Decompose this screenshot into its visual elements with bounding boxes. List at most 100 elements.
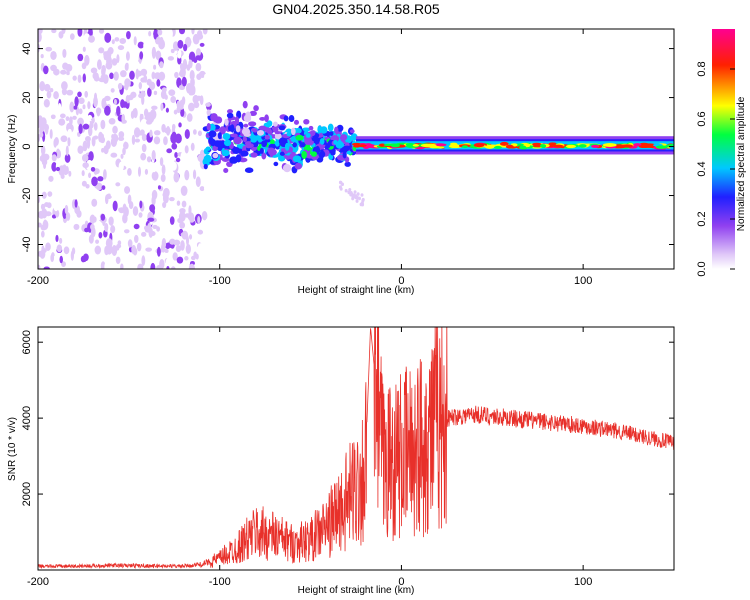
heatmap-cell bbox=[264, 138, 271, 143]
heatmap-cell bbox=[505, 144, 514, 149]
heatmap-cell bbox=[162, 201, 167, 209]
heatmap-cell bbox=[113, 98, 117, 105]
heatmap-cell bbox=[143, 225, 149, 231]
heatmap-cell bbox=[141, 231, 147, 237]
heatmap-cell bbox=[412, 144, 419, 147]
heatmap-cell bbox=[78, 123, 83, 135]
heatmap-cell bbox=[77, 117, 84, 126]
heatmap-cell bbox=[132, 206, 139, 217]
heatmap-cell bbox=[40, 145, 46, 156]
heatmap-cell bbox=[145, 247, 152, 252]
heatmap-cell bbox=[151, 150, 156, 161]
heatmap-cell bbox=[350, 193, 354, 198]
heatmap-cell bbox=[292, 155, 302, 163]
heatmap-cell bbox=[132, 247, 138, 256]
heatmap-cell bbox=[170, 48, 175, 54]
heatmap-cell bbox=[147, 87, 152, 97]
heatmap-cell bbox=[305, 143, 311, 150]
heatmap-cell bbox=[344, 188, 348, 193]
heatmap-cell bbox=[211, 56, 215, 62]
heatmap-cell bbox=[82, 63, 86, 69]
heatmap-cell bbox=[286, 132, 292, 137]
heatmap-cell bbox=[227, 31, 231, 37]
heatmap-cell bbox=[294, 162, 302, 170]
heatmap-cell bbox=[155, 50, 162, 61]
heatmap-cell bbox=[101, 66, 106, 77]
heatmap-cell bbox=[191, 29, 195, 35]
heatmap-cell bbox=[96, 215, 101, 221]
heatmap-cell bbox=[301, 127, 311, 132]
heatmap-cell bbox=[110, 136, 118, 148]
heatmap-cell bbox=[226, 109, 234, 114]
heatmap-cell bbox=[41, 230, 45, 238]
heatmap-cell bbox=[39, 132, 44, 138]
heatmap-cell bbox=[143, 74, 148, 83]
heatmap-cell bbox=[221, 180, 225, 186]
heatmap-cell bbox=[90, 166, 96, 172]
heatmap-cell bbox=[84, 90, 89, 98]
heatmap-cell bbox=[192, 94, 199, 104]
y-tick-label: 6000 bbox=[21, 330, 33, 354]
heatmap-cell bbox=[248, 143, 254, 148]
heatmap-cell bbox=[548, 142, 557, 145]
heatmap-cell bbox=[355, 199, 359, 203]
heatmap-cell bbox=[87, 114, 93, 121]
heatmap-cell bbox=[206, 109, 211, 116]
heatmap-cell bbox=[319, 138, 325, 145]
heatmap-cell bbox=[42, 248, 47, 253]
heatmap-cell bbox=[137, 166, 142, 177]
heatmap-cell bbox=[227, 240, 231, 246]
x-tick-label: -100 bbox=[209, 275, 231, 287]
heatmap-cell bbox=[473, 143, 485, 148]
heatmap-cell bbox=[224, 118, 229, 126]
heatmap-cell bbox=[61, 261, 66, 268]
heatmap-cell bbox=[117, 45, 125, 51]
heatmap-cell bbox=[338, 180, 342, 185]
heatmap-cell bbox=[169, 216, 175, 225]
heatmap-cell bbox=[94, 245, 102, 255]
heatmap-cell bbox=[153, 130, 161, 136]
heatmap-cell bbox=[301, 150, 307, 159]
snr-series-line bbox=[38, 327, 674, 570]
heatmap-cell bbox=[353, 190, 357, 194]
heatmap-cell bbox=[116, 29, 121, 34]
heatmap-cell bbox=[169, 67, 173, 73]
heatmap-cell bbox=[43, 83, 51, 92]
heatmap-cell bbox=[219, 186, 223, 192]
heatmap-cell bbox=[199, 186, 205, 192]
heatmap-cell bbox=[251, 127, 258, 132]
heatmap-cell bbox=[140, 68, 148, 76]
heatmap-cell bbox=[59, 255, 63, 264]
heatmap-cell bbox=[152, 181, 159, 188]
heatmap-cell bbox=[56, 244, 63, 253]
heatmap-cell bbox=[92, 72, 99, 80]
heatmap-cell bbox=[230, 124, 235, 133]
heatmap-cell bbox=[138, 212, 143, 218]
heatmap-cell bbox=[100, 74, 107, 83]
heatmap-cell bbox=[104, 194, 109, 205]
heatmap-cell bbox=[274, 133, 282, 140]
heatmap-cell bbox=[131, 134, 136, 145]
heatmap-cell bbox=[158, 39, 166, 50]
heatmap-cell bbox=[204, 186, 208, 192]
heatmap-cell bbox=[149, 81, 156, 90]
heatmap-cell bbox=[89, 214, 96, 225]
heatmap-cell bbox=[113, 71, 119, 81]
heatmap-cell bbox=[60, 69, 67, 75]
heatmap-cell bbox=[116, 212, 120, 217]
heatmap-cell bbox=[177, 39, 184, 49]
heatmap-cell bbox=[161, 123, 166, 133]
heatmap-cell bbox=[119, 38, 127, 45]
heatmap-cell bbox=[164, 94, 168, 100]
heatmap-cell bbox=[98, 47, 105, 54]
heatmap-cell bbox=[192, 33, 200, 45]
heatmap-cell bbox=[147, 217, 155, 222]
y-tick-label: 0 bbox=[21, 143, 33, 149]
heatmap-cell bbox=[69, 101, 75, 113]
heatmap-cell bbox=[179, 207, 186, 214]
heatmap-cell bbox=[221, 266, 225, 269]
heatmap-cell bbox=[77, 91, 82, 98]
heatmap-cell bbox=[58, 118, 66, 126]
heatmap-cell bbox=[84, 244, 91, 252]
heatmap-cell bbox=[58, 102, 62, 111]
